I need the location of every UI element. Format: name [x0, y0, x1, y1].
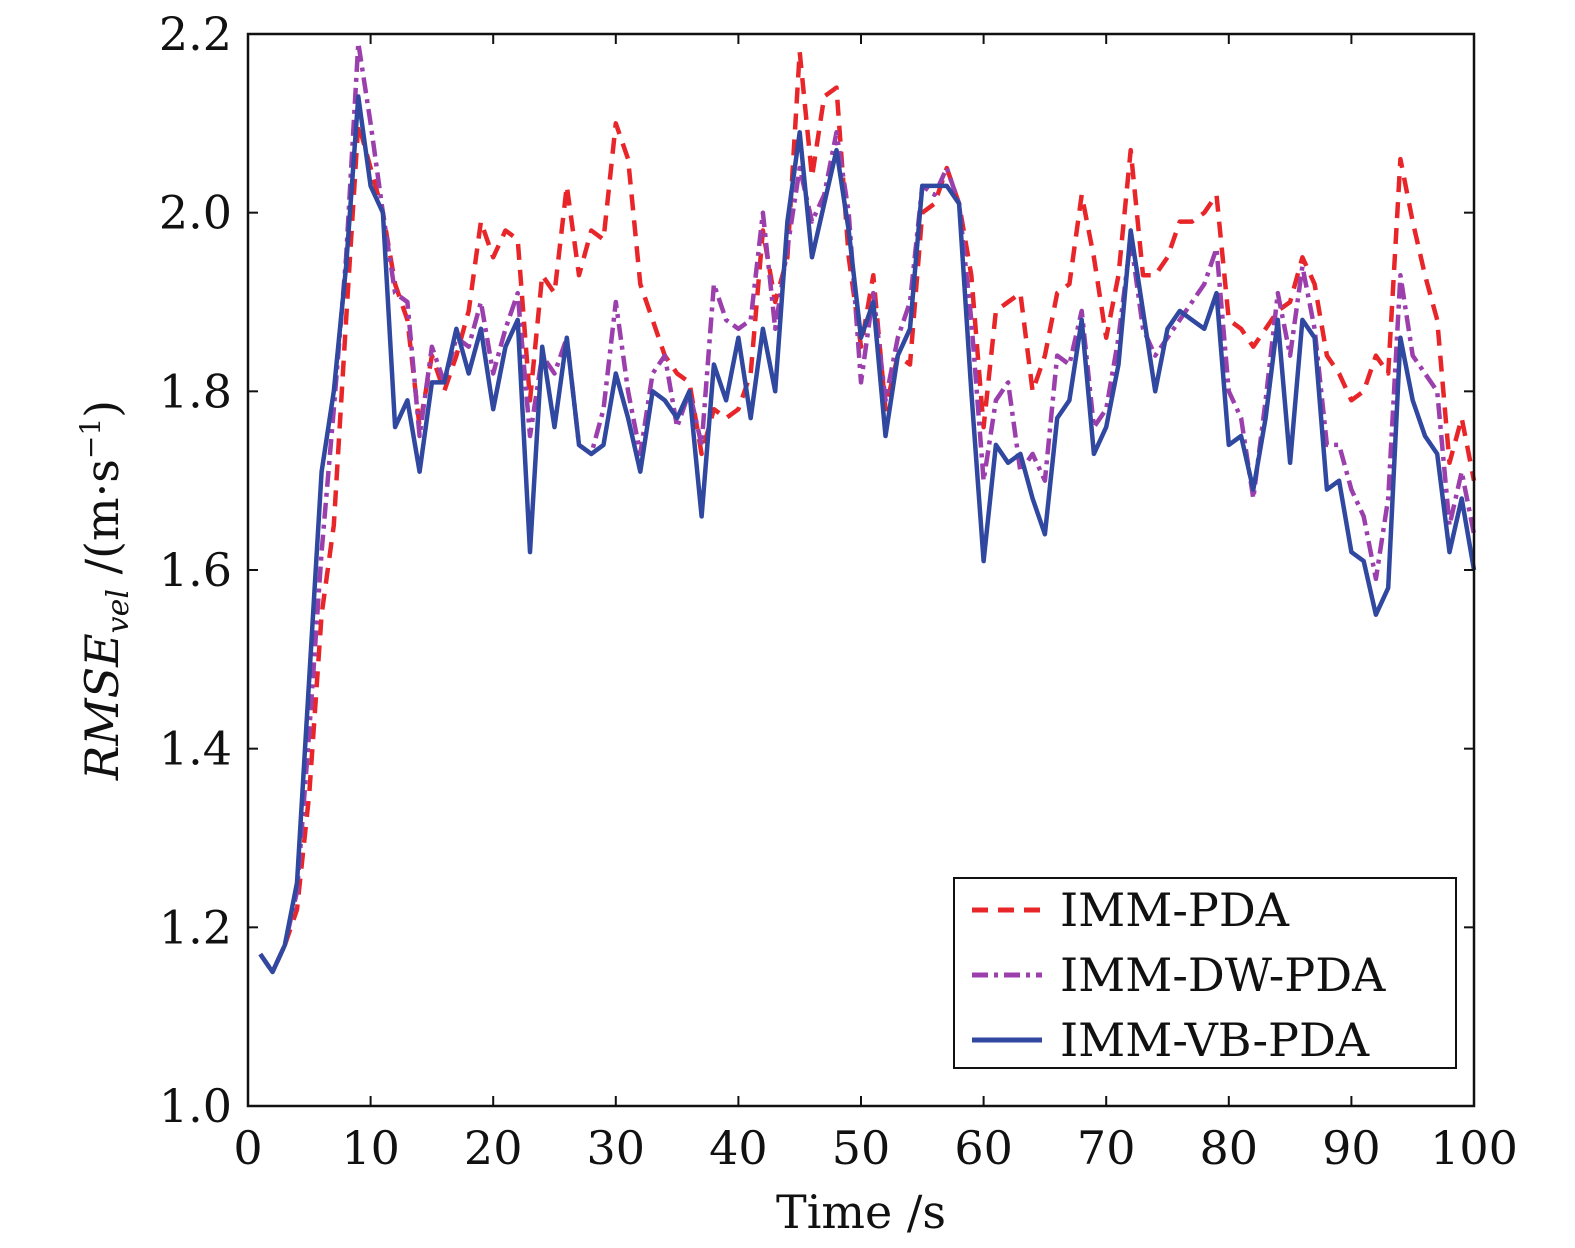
y-tick-label: 1.8	[159, 364, 232, 418]
x-tick-label: 50	[832, 1121, 891, 1175]
x-tick-label: 0	[233, 1121, 262, 1175]
y-tick-label: 2.0	[159, 186, 232, 240]
y-tick-label: 1.0	[159, 1079, 232, 1133]
x-tick-label: 90	[1322, 1121, 1381, 1175]
series-line-imm-vb-pda	[258, 94, 1477, 975]
x-tick-label: 30	[587, 1121, 646, 1175]
x-tick-label: 10	[341, 1121, 400, 1175]
axis-ticks: 0 10 20 30 40 50 60 70 80 90 100 1.0 1.2 1.4 1.6 1.8 2.0…	[159, 7, 1518, 1175]
y-axis-title: RMSEvel /(m·s−1)	[74, 400, 136, 781]
y-axis-title-sub: vel	[101, 589, 136, 633]
x-tick-label: 40	[709, 1121, 768, 1175]
x-tick-label: 80	[1200, 1121, 1259, 1175]
plot-frame	[246, 32, 1476, 1108]
series-line-imm-dw-pda	[258, 40, 1477, 975]
y-axis-title-unit: /(m·s	[75, 459, 129, 589]
y-axis-title-unit-close: )	[75, 400, 129, 418]
legend-label-imm-pda: IMM-PDA	[1060, 883, 1290, 937]
legend: IMM-PDA IMM-DW-PDA IMM-VB-PDA	[953, 877, 1457, 1069]
y-axis-title-unit-exp: −1	[74, 418, 107, 459]
x-tick-label: 70	[1077, 1121, 1136, 1175]
y-tick-label: 2.2	[159, 7, 232, 61]
legend-label-imm-dw-pda: IMM-DW-PDA	[1060, 948, 1386, 1002]
x-tick-label: 60	[954, 1121, 1013, 1175]
x-axis-title: Time /s	[776, 1185, 946, 1239]
y-axis-title-main: RMSE	[75, 633, 129, 781]
y-tick-label: 1.2	[159, 900, 232, 954]
x-tick-label: 20	[464, 1121, 523, 1175]
y-tick-label: 1.4	[159, 722, 232, 776]
y-tick-label: 1.6	[159, 543, 232, 597]
x-tick-label: 100	[1430, 1121, 1518, 1175]
series-line-imm-pda	[258, 49, 1477, 975]
legend-label-imm-vb-pda: IMM-VB-PDA	[1060, 1013, 1370, 1067]
plot-area	[258, 40, 1477, 975]
